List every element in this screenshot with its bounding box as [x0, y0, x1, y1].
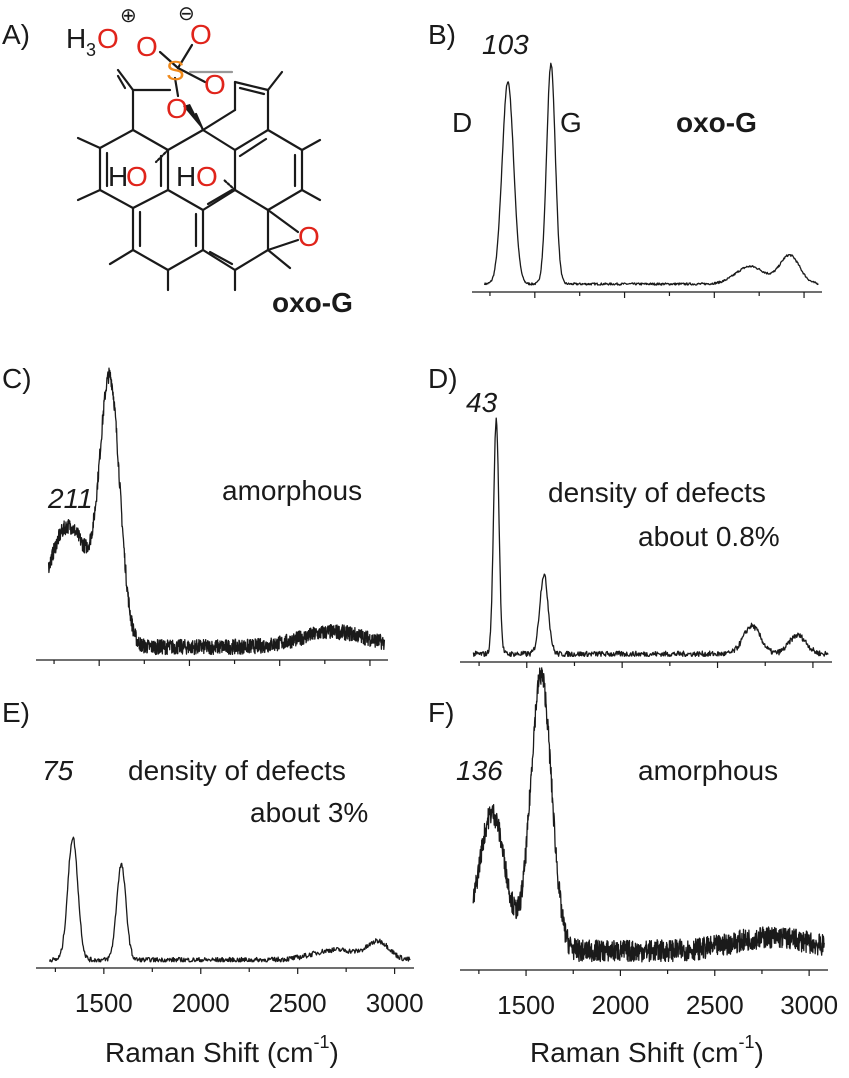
spectrum-trace-f [472, 667, 825, 963]
panel-a: A) H 3 O ⊕ ⊖ [2, 3, 353, 318]
spectrum-trace-b [483, 62, 819, 286]
panel-c-spectrum [36, 367, 388, 666]
panel-a-letter: A) [2, 19, 30, 50]
sulfur-atom: S [166, 55, 185, 86]
sulfate-oxygen-left: O [136, 31, 158, 62]
panel-b-letter: B) [428, 19, 456, 50]
x-tick-label: 2000 [172, 988, 230, 1018]
panel-e: E) 75 density of defects about 3% [2, 697, 414, 974]
hydroxyl-o-right: O [196, 161, 218, 192]
x-axis-title-right: Raman Shift (cm-1) [530, 1032, 764, 1068]
x-axis-title-left: Raman Shift (cm-1) [105, 1032, 339, 1068]
panel-e-ratio: 75 [42, 755, 74, 786]
panel-e-caption-line2: about 3% [250, 797, 368, 828]
g-band-label: G [560, 107, 582, 138]
spectrum-trace-d [472, 417, 829, 657]
hydroxyl-h-right: H [176, 161, 196, 192]
panel-f-caption: amorphous [638, 755, 778, 786]
molecule-skeleton [76, 43, 322, 292]
panel-f-spectrum [460, 667, 828, 976]
panel-b-ratio: 103 [482, 29, 529, 60]
panel-d-caption-line1: density of defects [548, 477, 766, 508]
panel-d-ratio: 43 [466, 387, 498, 418]
hydroxyl-o-left: O [126, 161, 148, 192]
epoxide-oxygen: O [298, 221, 320, 252]
ester-oxygen: O [166, 93, 188, 124]
panel-c: C) 211 amorphous [2, 363, 388, 666]
x-tick-label: 1500 [75, 988, 133, 1018]
panel-e-caption-line1: density of defects [128, 755, 346, 786]
hydronium-subscript: 3 [86, 40, 96, 60]
x-tick-label: 3000 [366, 988, 424, 1018]
d-band-label: D [452, 107, 472, 138]
panel-d-spectrum [460, 417, 832, 668]
panel-b-spectrum [472, 62, 822, 298]
spectrum-trace-c [47, 367, 386, 656]
panel-d: D) 43 density of defects about 0.8% [428, 363, 832, 668]
hydroxyl-h-left: H [108, 161, 128, 192]
panel-c-caption: amorphous [222, 475, 362, 506]
panel-a-caption: oxo-G [272, 287, 353, 318]
panel-c-letter: C) [2, 363, 32, 394]
plus-charge-icon: ⊕ [120, 5, 137, 27]
panel-b: B) 103 D G oxo-G [428, 19, 822, 298]
panel-f-ratio: 136 [456, 755, 503, 786]
panel-d-letter: D) [428, 363, 458, 394]
x-tick-label: 1500 [497, 990, 555, 1020]
x-tick-label: 3000 [780, 990, 838, 1020]
spectrum-trace-e [48, 836, 411, 963]
panel-b-caption: oxo-G [676, 107, 757, 138]
hydronium-h: H [66, 23, 86, 54]
sulfate-oxygen-right: O [204, 69, 226, 100]
panel-d-caption-line2: about 0.8% [638, 521, 780, 552]
hydronium-o: O [97, 23, 119, 54]
panel-f: F) 136 amorphous [428, 667, 828, 976]
x-axis-ticks-left: 1500 2000 2500 3000 [75, 988, 424, 1018]
x-tick-label: 2500 [686, 990, 744, 1020]
panel-c-ratio: 211 [47, 483, 93, 514]
x-tick-label: 2000 [591, 990, 649, 1020]
x-axis-ticks-right: 1500 2000 2500 3000 [497, 990, 838, 1020]
panel-e-spectrum [36, 836, 414, 974]
x-tick-label: 2500 [269, 988, 327, 1018]
minus-charge-icon: ⊖ [178, 3, 195, 25]
panel-f-letter: F) [428, 697, 454, 728]
sulfate-oxygen-top: O [190, 19, 212, 50]
panel-e-letter: E) [2, 697, 30, 728]
